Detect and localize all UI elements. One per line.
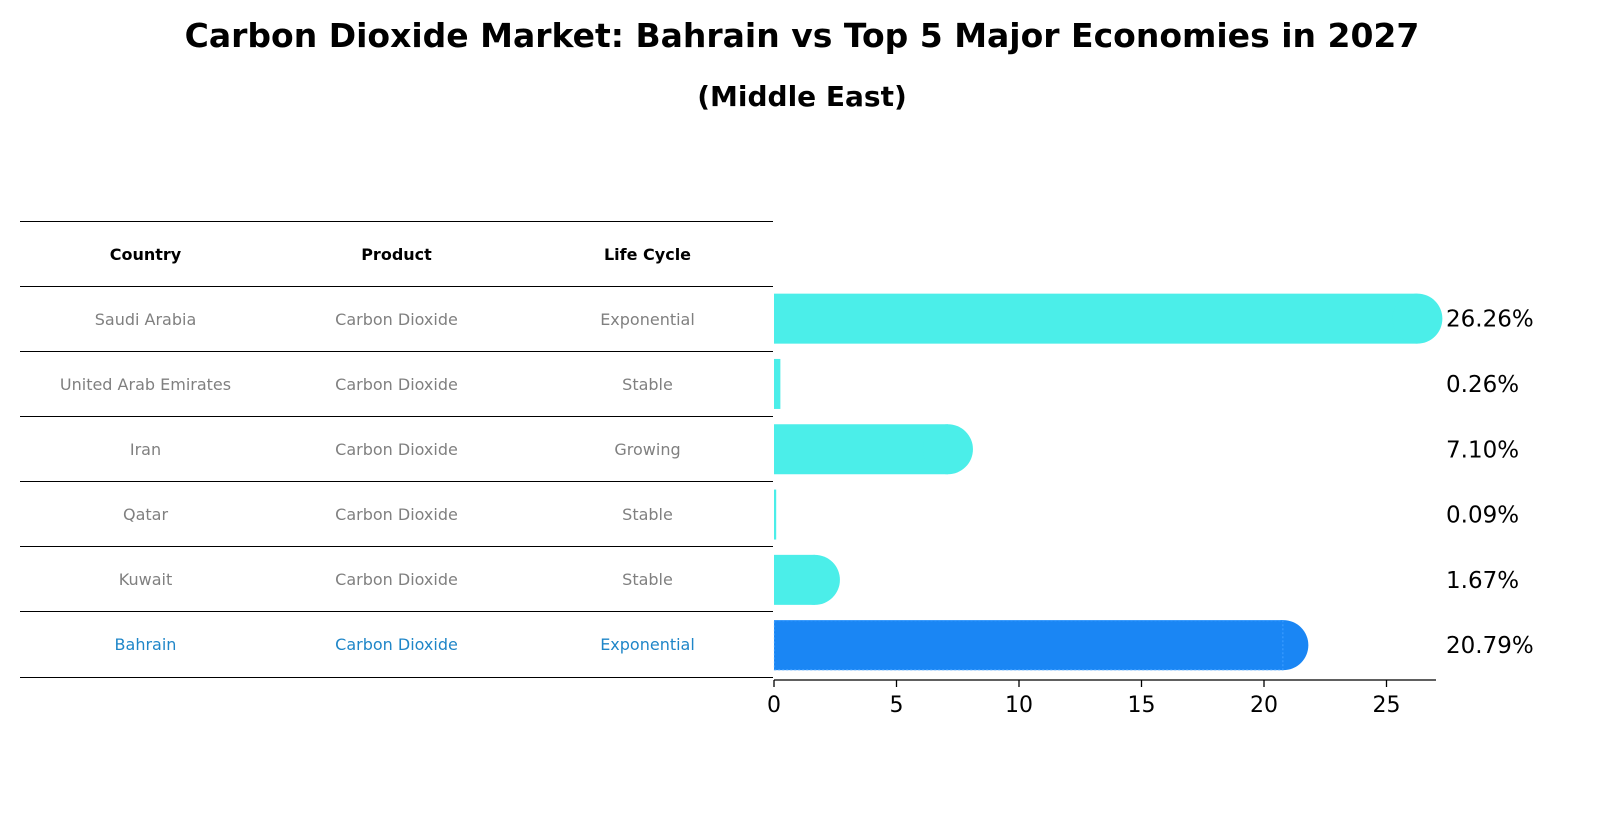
- bar-value-label: 26.26%: [1446, 307, 1534, 333]
- table-row: Qatar Carbon Dioxide Stable: [20, 481, 773, 546]
- bar-body: [774, 489, 777, 540]
- x-tick-label: 10: [1005, 693, 1033, 718]
- bar-cap: [789, 554, 840, 605]
- life-cycle-cell: Stable: [622, 374, 673, 394]
- table-header-row: Country Product Life Cycle: [20, 221, 773, 286]
- country-cell: Bahrain: [114, 635, 177, 654]
- table-row: Iran Carbon Dioxide Growing: [20, 416, 773, 481]
- table-row: Kuwait Carbon Dioxide Stable: [20, 546, 773, 611]
- table-row-highlight: Bahrain Carbon Dioxide Exponential: [20, 611, 773, 678]
- bar-iran: [774, 424, 973, 475]
- header-life-cycle: Life Cycle: [603, 244, 692, 264]
- product-cell: Carbon Dioxide: [335, 635, 458, 654]
- country-cell: Qatar: [122, 504, 169, 524]
- bar-saudi-arabia: [774, 293, 1443, 344]
- bar-united-arab-emirates: [774, 358, 781, 409]
- country-cell: Kuwait: [118, 569, 173, 589]
- bar-cap: [1392, 293, 1443, 344]
- bar-value-label: 1.67%: [1446, 568, 1519, 594]
- product-cell: Carbon Dioxide: [335, 439, 458, 459]
- product-cell: Carbon Dioxide: [335, 569, 458, 589]
- bar-qatar: [774, 489, 777, 540]
- bar-cap: [922, 424, 973, 475]
- bar-highlight-outline: [773, 620, 1284, 671]
- bar-body: [774, 424, 948, 475]
- bar-value-label: 0.09%: [1446, 503, 1519, 529]
- x-tick-label: 20: [1250, 693, 1278, 718]
- product-cell: Carbon Dioxide: [335, 504, 458, 524]
- header-country: Country: [109, 244, 182, 264]
- product-cell: Carbon Dioxide: [335, 309, 458, 329]
- x-tick-label: 0: [767, 693, 781, 718]
- chart-subtitle: (Middle East): [697, 80, 907, 113]
- life-cycle-cell: Stable: [622, 569, 673, 589]
- header-product: Product: [361, 244, 432, 264]
- bar-kuwait: [774, 554, 840, 605]
- bar-value-label: 0.26%: [1446, 372, 1519, 398]
- country-cell: Saudi Arabia: [94, 309, 197, 329]
- bar-body: [774, 358, 781, 409]
- life-cycle-cell: Growing: [614, 439, 681, 459]
- country-table: Country Product Life Cycle Saudi Arabia …: [20, 221, 773, 678]
- table-row: United Arab Emirates Carbon Dioxide Stab…: [20, 351, 773, 416]
- bar-value-label: 7.10%: [1446, 437, 1519, 463]
- country-cell: United Arab Emirates: [59, 374, 232, 394]
- bar-body: [774, 620, 1284, 671]
- chart-title: Carbon Dioxide Market: Bahrain vs Top 5 …: [184, 16, 1420, 55]
- bar-value-label: 20.79%: [1446, 633, 1534, 659]
- bar-body: [774, 293, 1418, 344]
- life-cycle-cell: Exponential: [600, 309, 695, 329]
- bar-bahrain: [773, 620, 1309, 671]
- x-tick-label: 15: [1128, 693, 1156, 718]
- x-tick-label: 25: [1373, 693, 1401, 718]
- x-tick-label: 5: [890, 693, 904, 718]
- life-cycle-cell: Exponential: [600, 635, 695, 654]
- product-cell: Carbon Dioxide: [335, 374, 458, 394]
- country-cell: Iran: [129, 439, 162, 459]
- life-cycle-cell: Stable: [622, 504, 673, 524]
- table-row: Saudi Arabia Carbon Dioxide Exponential: [20, 286, 773, 351]
